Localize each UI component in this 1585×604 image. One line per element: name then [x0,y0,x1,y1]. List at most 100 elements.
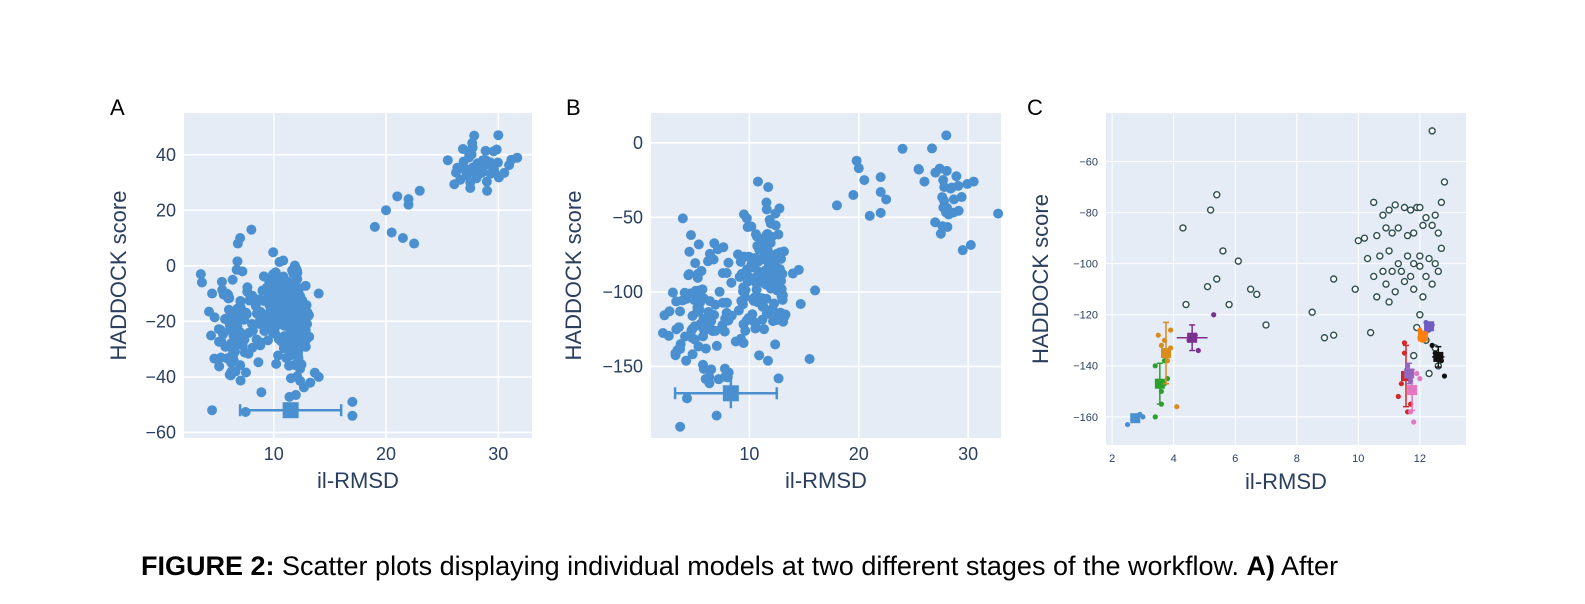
data-point [859,175,870,186]
data-point [726,277,737,288]
data-point [671,296,682,307]
open-data-point [1428,221,1436,230]
data-point [253,357,264,368]
data-point [939,182,950,193]
data-point [763,182,774,193]
x-tick-label: 30 [488,444,508,464]
data-point [687,332,698,343]
open-data-point [1213,191,1221,199]
data-point [397,233,408,243]
data-point [224,293,235,304]
open-data-point [1422,272,1430,281]
data-point [939,195,950,206]
data-point [671,324,682,335]
data-point [711,410,722,421]
open-data-point [1385,298,1393,306]
data-point [754,350,765,361]
data-point [693,341,704,352]
open-data-point [1400,277,1409,286]
open-data-point [1219,247,1227,255]
data-point [746,259,757,270]
open-data-point [1329,275,1338,283]
data-point [347,410,358,421]
x-axis-label: il-RMSD [1245,469,1327,494]
y-axis-label: HADDOCK score [561,191,586,361]
data-point [704,296,715,307]
data-point [273,334,284,345]
data-point [679,287,690,298]
data-point [220,341,231,352]
data-point [220,313,231,324]
data-point [506,154,517,165]
y-tick-label: 0 [633,133,643,153]
data-point [897,143,908,154]
open-data-point [1409,285,1418,293]
group-summary-marker [1187,332,1198,343]
data-point [695,297,706,308]
group-summary-marker [1407,385,1418,396]
open-data-point [1225,300,1233,309]
data-point [853,163,864,174]
y-axis-label: HADDOCK score [106,191,131,361]
data-point [313,371,324,382]
data-point [246,224,257,235]
caption-part-a-label: A) [1246,551,1276,581]
open-data-point [1434,229,1443,237]
open-data-point [1379,267,1387,276]
data-point [465,183,476,193]
group-point [1174,404,1180,410]
summary-marker [722,385,739,402]
panel-label-a: A [110,95,125,120]
group-summary-marker [1130,413,1141,424]
data-point [285,373,296,384]
data-point [881,194,892,205]
data-point [233,304,244,315]
data-point [414,185,425,196]
data-point [457,163,468,174]
group-point [1152,363,1158,369]
data-point [742,222,753,233]
y-tick-label: −40 [145,367,176,387]
data-point [284,391,295,402]
group-point [1401,340,1408,346]
data-point [467,162,478,173]
data-point [713,374,724,385]
data-point [675,343,686,354]
data-point [704,248,715,259]
data-point [206,330,217,341]
data-point [777,290,788,301]
open-data-point [1394,224,1403,232]
x-tick-label: 20 [376,444,396,464]
data-point [224,369,235,380]
open-data-point [1379,211,1387,219]
data-point [757,314,768,325]
data-point [485,157,496,168]
data-point [762,245,773,256]
open-data-point [1320,334,1329,342]
open-data-point [1363,254,1372,263]
data-point [442,155,453,166]
open-data-point [1308,308,1316,316]
data-point [956,192,967,203]
open-data-point [1206,206,1215,214]
open-data-point [1409,351,1418,360]
data-point [953,205,964,216]
open-data-point [1425,254,1433,263]
y-tick-label: −120 [1073,310,1098,322]
open-data-point [1391,288,1399,296]
group-point [1158,342,1164,348]
group-point [1411,419,1417,425]
group-summary-marker [1424,321,1435,332]
data-point [289,260,300,271]
data-point [256,387,267,398]
group-point [1398,381,1404,387]
data-point [787,268,798,279]
data-point [273,305,284,316]
data-point [258,295,269,306]
open-data-point [1406,272,1415,281]
data-point [738,337,749,348]
data-point [766,231,777,242]
data-point [239,347,250,358]
y-tick-label: −50 [612,208,643,228]
open-data-point [1409,229,1418,237]
